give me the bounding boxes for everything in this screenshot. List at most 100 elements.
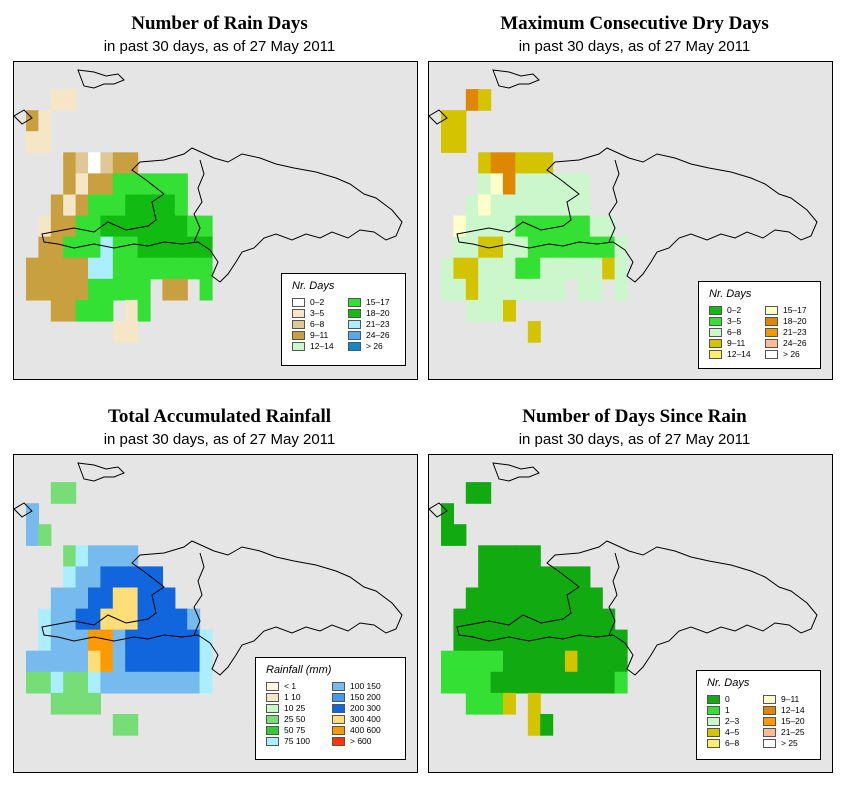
grid-cell <box>75 587 89 610</box>
grid-cell <box>75 173 89 196</box>
grid-cell <box>503 587 517 610</box>
grid-cell <box>63 608 77 631</box>
grid-cell <box>125 152 139 174</box>
grid-cell <box>162 194 176 217</box>
grid-cell <box>478 608 492 631</box>
grid-cell <box>540 629 554 652</box>
legend-label: 1 10 <box>284 692 301 702</box>
panel-subtitle: in past 30 days, as of 27 May 2011 <box>518 431 751 448</box>
grid-cell <box>490 173 504 196</box>
grid-cell <box>75 278 89 301</box>
grid-cell <box>503 152 517 174</box>
grid-cell <box>150 566 164 589</box>
grid-cell <box>137 629 151 652</box>
legend-swatch <box>765 317 778 326</box>
map-grid-svg <box>429 69 818 343</box>
legend-swatch <box>709 317 722 326</box>
grid-cell <box>88 671 102 694</box>
legend-label: 21–23 <box>783 327 807 337</box>
grid-cell <box>478 89 492 111</box>
grid-cell <box>527 173 541 196</box>
grid-cell <box>515 194 529 217</box>
grid-cell <box>88 194 102 217</box>
grid-cell <box>577 278 591 301</box>
grid-cell <box>88 236 102 259</box>
legend-title: Nr. Days <box>709 288 752 300</box>
legend-label: < 1 <box>284 681 297 691</box>
grid-cell <box>527 714 541 736</box>
grid-cell <box>614 257 628 280</box>
grid-cell <box>50 215 64 238</box>
legend: Nr. Days 0–2 3–5 6–8 9–11 12–14 15–17 18–20 21–… <box>698 281 821 369</box>
grid-cell <box>150 236 164 259</box>
grid-cell <box>112 629 126 652</box>
grid-cell <box>503 692 517 715</box>
grid-cell <box>199 215 213 238</box>
hispaniola-coastline <box>41 540 403 676</box>
grid-cell <box>38 236 52 259</box>
grid-cell <box>112 587 126 610</box>
haiti-dr-border <box>608 159 620 243</box>
grid-cell <box>125 173 139 196</box>
grid-cell <box>162 173 176 196</box>
legend-label: 12–14 <box>727 349 751 359</box>
grid-cell <box>527 278 541 301</box>
legend-swatch <box>763 717 776 726</box>
grid-cell <box>88 173 102 196</box>
grid-cell <box>602 671 616 694</box>
grid-cell <box>490 650 504 673</box>
grid-cell <box>187 215 201 238</box>
grid-cell <box>100 194 114 217</box>
legend-swatch <box>709 339 722 348</box>
grid-cell <box>602 608 616 631</box>
grid-cell <box>540 608 554 631</box>
grid-cell <box>490 608 504 631</box>
grid-cell <box>100 587 114 610</box>
grid-cell <box>527 650 541 673</box>
grid-cell <box>602 215 616 238</box>
legend-swatch <box>332 682 345 691</box>
legend-swatch <box>332 693 345 702</box>
legend-swatch <box>292 342 305 351</box>
grid-cell <box>527 608 541 631</box>
legend-label: 3–5 <box>310 308 325 318</box>
grid-cell <box>63 173 77 196</box>
grid-cell <box>50 671 64 694</box>
grid-cell <box>50 608 64 631</box>
grid-cell <box>75 566 89 589</box>
grid-cell <box>478 299 492 322</box>
hispaniola-coastline <box>456 540 818 676</box>
grid-cell <box>465 299 479 322</box>
grid-cell <box>453 215 467 238</box>
panel-title: Total Accumulated Rainfall <box>107 406 332 427</box>
grid-cell <box>490 566 504 589</box>
grid-cell <box>503 173 517 196</box>
grid-cell <box>503 236 517 259</box>
legend-label: 2–3 <box>725 716 740 726</box>
grid-cell <box>63 587 77 610</box>
grid-cell <box>565 650 579 673</box>
grid-cell <box>552 236 566 259</box>
legend-label: > 25 <box>781 738 798 748</box>
grid-cell <box>88 545 102 567</box>
legend-swatch <box>765 306 778 315</box>
grid-cell <box>88 299 102 322</box>
grid-cell <box>589 236 603 259</box>
grid-cell <box>50 650 64 673</box>
grid-cell <box>26 278 40 301</box>
legend-label: 6–8 <box>727 327 742 337</box>
grid-cell <box>137 671 151 694</box>
grid-cell <box>63 545 77 567</box>
grid-cell <box>465 257 479 280</box>
grid-cell <box>100 152 114 174</box>
grid-cell <box>465 482 479 504</box>
grid-cell <box>112 152 126 174</box>
legend-label: 6–8 <box>310 319 325 329</box>
grid-cell <box>38 131 52 153</box>
grid-cell <box>453 110 467 132</box>
grid-cell <box>478 278 492 301</box>
grid-cell <box>125 215 139 238</box>
grid-cell <box>478 566 492 589</box>
grid-cell <box>515 278 529 301</box>
grid-cell <box>540 236 554 259</box>
